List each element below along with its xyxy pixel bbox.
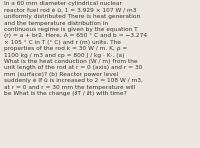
Text: In a 60 mm diameter cylindrical nuclear
reactor fuel rod ė ü, 1 = 3.929 × 107 W : In a 60 mm diameter cylindrical nuclear … xyxy=(4,1,147,96)
